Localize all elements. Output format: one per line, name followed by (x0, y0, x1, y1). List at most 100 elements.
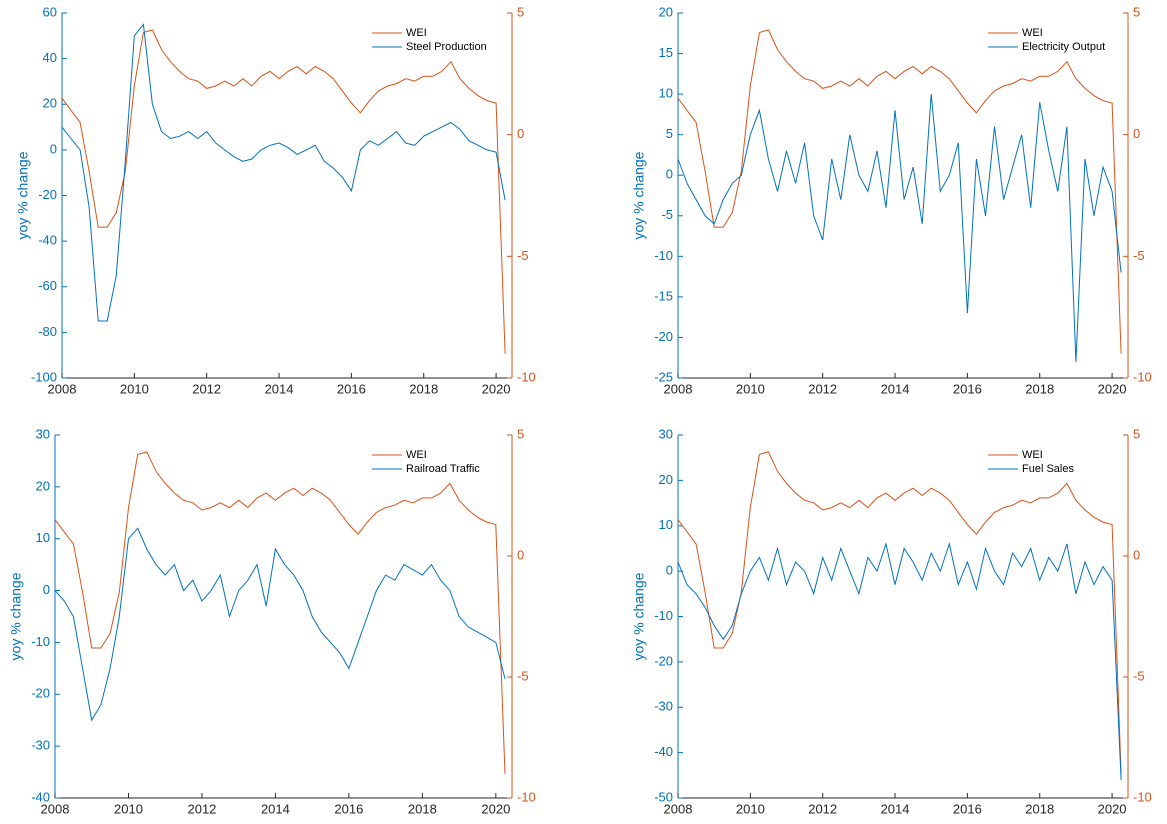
y-tick-label: -5 (661, 207, 673, 222)
x-tick-label: 2020 (1098, 801, 1127, 816)
x-tick-label: 2012 (192, 381, 221, 396)
y-tick-label: -100 (31, 369, 57, 384)
x-tick-label: 2014 (261, 801, 290, 816)
y2-tick-label: 0 (1133, 126, 1140, 141)
y2-tick-label: 5 (517, 4, 524, 19)
y-tick-label: 30 (659, 426, 673, 441)
series-line (677, 451, 1122, 774)
y-tick-label: 15 (659, 45, 673, 60)
y-tick-label: 5 (666, 126, 673, 141)
y2-tick-label: -10 (1133, 789, 1152, 804)
y-tick-label: -20 (38, 187, 57, 202)
x-tick-label: 2010 (114, 801, 143, 816)
y-tick-label: -15 (654, 288, 673, 303)
series-line (61, 23, 506, 322)
y-tick-label: -25 (654, 369, 673, 384)
y-tick-label: 10 (36, 530, 50, 545)
y-axis-label: yoy % change (15, 151, 31, 239)
y-tick-label: -60 (38, 278, 57, 293)
x-tick-label: 2014 (265, 381, 294, 396)
y-tick-label: -10 (31, 634, 50, 649)
y-tick-label: -20 (654, 329, 673, 344)
y2-tick-label: -5 (517, 668, 529, 683)
y-tick-label: -10 (654, 608, 673, 623)
x-tick-label: 2016 (953, 381, 982, 396)
y-tick-label: 20 (659, 4, 673, 19)
y2-tick-label: -10 (517, 369, 536, 384)
legend-label: WEI (1022, 449, 1043, 461)
x-tick-label: 2016 (334, 801, 363, 816)
y2-tick-label: 0 (517, 126, 524, 141)
x-tick-label: 2018 (1025, 801, 1054, 816)
y-axis-label: yoy % change (631, 572, 647, 660)
x-tick-label: 2016 (337, 381, 366, 396)
y-tick-label: 10 (659, 517, 673, 532)
y-tick-label: -10 (654, 248, 673, 263)
x-tick-label: 2016 (953, 801, 982, 816)
y-tick-label: -80 (38, 324, 57, 339)
y-tick-label: 20 (36, 478, 50, 493)
x-tick-label: 2008 (48, 381, 77, 396)
y-tick-label: -20 (31, 686, 50, 701)
series-line (677, 94, 1122, 362)
y-tick-label: 0 (666, 563, 673, 578)
x-tick-label: 2010 (736, 801, 765, 816)
x-tick-label: 2014 (881, 801, 910, 816)
x-tick-label: 2018 (1025, 381, 1054, 396)
y2-tick-label: -5 (1133, 668, 1145, 683)
series-line (677, 542, 1122, 780)
y2-tick-label: 5 (1133, 4, 1140, 19)
legend-label: WEI (406, 449, 427, 461)
x-tick-label: 2020 (482, 381, 511, 396)
y-tick-label: 0 (666, 167, 673, 182)
y-tick-label: 20 (659, 472, 673, 487)
y2-tick-label: -5 (517, 248, 529, 263)
x-tick-label: 2012 (187, 801, 216, 816)
series-line (61, 29, 506, 354)
legend-label: Electricity Output (1022, 41, 1105, 53)
y-tick-label: -40 (654, 744, 673, 759)
y-tick-label: -40 (38, 233, 57, 248)
x-tick-label: 2020 (481, 801, 510, 816)
x-tick-label: 2018 (409, 381, 438, 396)
x-tick-label: 2008 (664, 801, 693, 816)
subplot: 2008 2010 2012 2014 2016 2018 2020-40-30-20-10… (8, 426, 536, 816)
y-axis-label: yoy % change (631, 151, 647, 239)
y2-tick-label: 0 (517, 547, 524, 562)
y2-tick-label: 0 (1133, 547, 1140, 562)
y2-tick-label: -10 (1133, 369, 1152, 384)
series-line (677, 29, 1122, 354)
subplot: 2008 2010 2012 2014 2016 2018 2020-25-20-15-10… (631, 4, 1152, 396)
y2-tick-label: -10 (517, 789, 536, 804)
x-tick-label: 2008 (41, 801, 70, 816)
series-line (54, 527, 506, 722)
y2-tick-label: 5 (1133, 426, 1140, 441)
legend-label: Steel Production (406, 41, 487, 53)
y-tick-label: 40 (43, 50, 57, 65)
x-tick-label: 2014 (881, 381, 910, 396)
legend-label: WEI (1022, 27, 1043, 39)
y-tick-label: 60 (43, 4, 57, 19)
y-tick-label: 0 (43, 582, 50, 597)
y-tick-label: -30 (654, 699, 673, 714)
x-tick-label: 2012 (808, 381, 837, 396)
y-tick-label: 20 (43, 96, 57, 111)
x-tick-label: 2018 (408, 801, 437, 816)
legend-label: WEI (406, 27, 427, 39)
y-tick-label: -20 (654, 653, 673, 668)
y-tick-label: 30 (36, 426, 50, 441)
x-tick-label: 2010 (736, 381, 765, 396)
series-line (54, 451, 506, 774)
y-axis-label: yoy % change (8, 572, 24, 660)
x-tick-label: 2010 (120, 381, 149, 396)
y-tick-label: -40 (31, 789, 50, 804)
y-tick-label: 10 (659, 86, 673, 101)
x-tick-label: 2020 (1098, 381, 1127, 396)
subplot: 2008 2010 2012 2014 2016 2018 2020-100-80-60-4… (15, 4, 536, 396)
y-tick-label: 0 (50, 141, 57, 156)
y2-tick-label: 5 (517, 426, 524, 441)
y-tick-label: -30 (31, 738, 50, 753)
y2-tick-label: -5 (1133, 248, 1145, 263)
y-tick-label: -50 (654, 789, 673, 804)
